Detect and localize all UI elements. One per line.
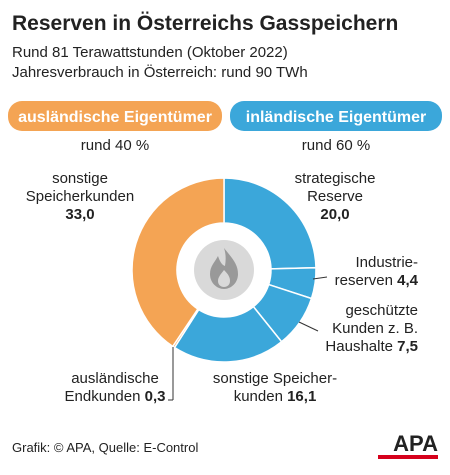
- group-share: rund 60 %: [302, 137, 370, 154]
- footer: Grafik: © APA, Quelle: E-Control: [12, 440, 198, 455]
- value-label: 16,1: [287, 388, 316, 405]
- group-share: rund 40 %: [81, 137, 149, 154]
- title: Reserven in Österreichs Gasspeichern: [12, 12, 398, 35]
- value-label: 4,4: [397, 272, 419, 289]
- leader-line: [298, 321, 319, 332]
- segment-label: sonstige Speicher-kunden 16,1: [213, 370, 337, 405]
- group-pill: [8, 101, 222, 131]
- donut-segment: [131, 177, 225, 348]
- label-line: Speicherkunden: [26, 188, 134, 205]
- segment-label: strategische Reserve 20,0: [295, 170, 376, 223]
- donut-segment: [223, 177, 317, 270]
- label-line: Kunden z. B.: [332, 320, 418, 337]
- label-line: Haushalte: [325, 338, 393, 355]
- value-label: 7,5: [397, 338, 418, 355]
- logo-bar: [378, 455, 438, 459]
- value-label: 33,0: [65, 206, 94, 223]
- label-line: Reserve: [307, 188, 363, 205]
- flame-icon: [210, 248, 238, 289]
- label-line: ausländische: [71, 370, 159, 387]
- label-line: sonstige: [52, 170, 108, 187]
- label-line: kunden: [234, 388, 283, 405]
- group-pill: [230, 101, 442, 131]
- segment-label: Industrie-reserven 4,4: [335, 254, 419, 289]
- group-name: inländische Eigentümer: [246, 109, 426, 126]
- leader-line: [312, 276, 328, 280]
- segment-label: geschützte Kunden z. B. Haushalte 7,5: [325, 302, 418, 355]
- label-line: geschützte: [345, 302, 418, 319]
- label-line: strategische: [295, 170, 376, 187]
- label-line: Endkunden: [65, 388, 141, 405]
- value-label: 20,0: [320, 206, 349, 223]
- segment-label: sonstige Speicherkunden 33,0: [26, 170, 134, 223]
- value-label: 0,3: [145, 388, 166, 405]
- logo: APA: [393, 431, 438, 456]
- group-name: ausländische Eigentümer: [18, 109, 212, 126]
- flame-icon: [218, 270, 230, 287]
- label-line: reserven: [335, 272, 393, 289]
- subtitle: Jahresverbrauch in Österreich: rund 90 T…: [12, 63, 308, 81]
- donut: [131, 177, 317, 363]
- label-line: Industrie-: [355, 254, 418, 271]
- segment-label: ausländische Endkunden 0,3: [65, 370, 166, 405]
- label-line: sonstige Speicher-: [213, 370, 337, 387]
- subtitle: Rund 81 Terawattstunden (Oktober 2022): [12, 44, 288, 61]
